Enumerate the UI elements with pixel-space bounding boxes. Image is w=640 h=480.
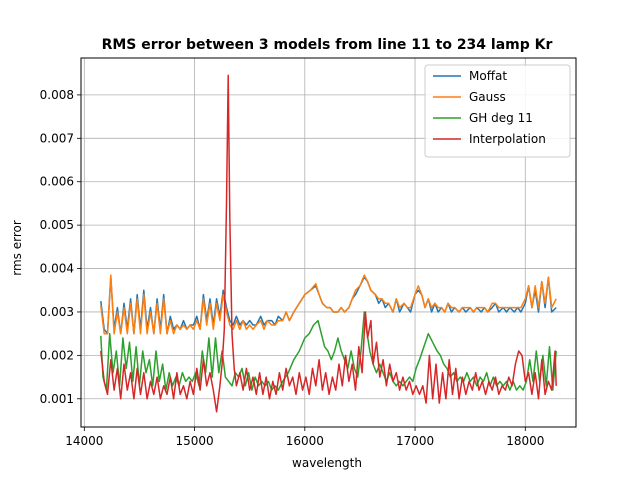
series-line-interpolation: [100, 74, 557, 413]
x-tick-label: 18000: [506, 434, 544, 448]
x-tick-label: 14000: [65, 434, 103, 448]
x-tick-label: 16000: [286, 434, 324, 448]
y-tick-label: 0.004: [40, 262, 74, 276]
y-tick-label: 0.003: [40, 305, 74, 319]
legend-box: [424, 64, 571, 158]
chart-title: RMS error between 3 models from line 11 …: [102, 37, 553, 53]
legend-entry-label: Gauss: [469, 90, 506, 104]
y-tick-label: 0.007: [40, 131, 74, 145]
y-tick-label: 0.005: [40, 218, 74, 232]
y-tick-label: 0.006: [40, 175, 74, 189]
y-tick-label: 0.002: [40, 348, 74, 362]
plot-frame: [80, 57, 577, 428]
legend-entry-label: Interpolation: [469, 132, 546, 146]
axis-ticks: 14000 15000 16000 17000 18000 0.001 0.002 0.003…: [40, 88, 545, 448]
x-axis-label: wavelength: [292, 456, 362, 470]
legend-entry-label: GH deg 11: [469, 111, 533, 125]
series-line-gh-deg-11: [100, 311, 557, 391]
x-tick-label: 17000: [396, 434, 434, 448]
x-tick-label: 15000: [175, 434, 213, 448]
legend-entry-label: Moffat: [469, 69, 507, 83]
y-tick-label: 0.001: [40, 392, 74, 406]
y-axis-label: rms error: [10, 220, 24, 276]
legend: Moffat Gauss GH deg 11 Interpolation: [424, 64, 571, 158]
series-line-gauss: [100, 274, 557, 335]
series-layer: [100, 74, 557, 413]
y-tick-label: 0.008: [40, 88, 74, 102]
